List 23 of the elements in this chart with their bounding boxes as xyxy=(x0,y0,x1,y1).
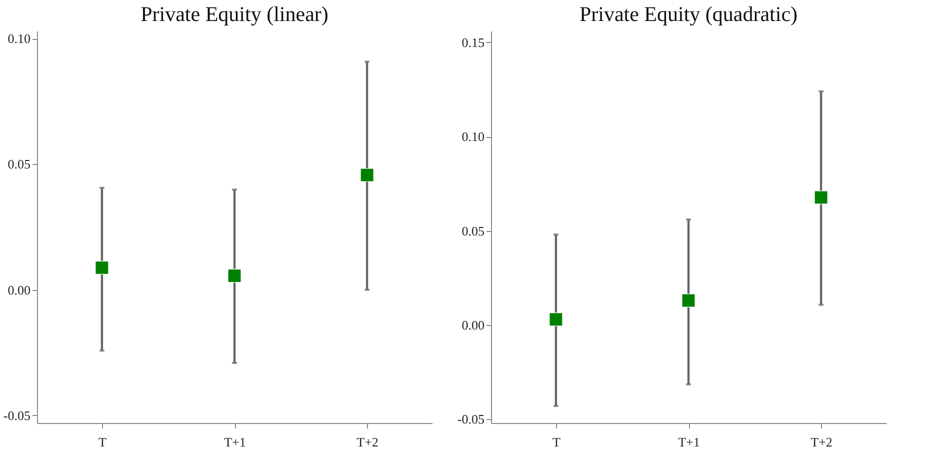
point xyxy=(228,268,242,283)
chart-title: Private Equity (linear) xyxy=(140,2,328,26)
y-tick-label: 0.05 xyxy=(462,223,484,238)
point xyxy=(682,294,696,308)
point xyxy=(814,190,828,204)
x-tick-label: T+1 xyxy=(224,434,246,450)
y-tick-label: -0.05 xyxy=(457,412,484,427)
y-tick-label: 0.10 xyxy=(462,129,484,144)
x-tick-label: T+2 xyxy=(356,434,378,450)
y-tick-label: 0.15 xyxy=(462,34,484,50)
point xyxy=(549,312,563,326)
point xyxy=(95,260,109,275)
y-tick-label: 0.05 xyxy=(8,156,30,172)
y-tick-label: 0.00 xyxy=(8,282,30,298)
point xyxy=(360,168,374,182)
chart-title: Private Equity (quadratic) xyxy=(579,2,798,26)
x-tick-label: T+2 xyxy=(810,434,832,450)
x-tick-label: T xyxy=(552,434,560,450)
x-tick-label: T xyxy=(98,434,106,450)
y-tick-label: 0.10 xyxy=(8,31,30,46)
y-tick-label: -0.05 xyxy=(3,408,30,423)
y-tick-label: 0.00 xyxy=(462,318,484,332)
x-tick-label: T+1 xyxy=(678,434,700,450)
